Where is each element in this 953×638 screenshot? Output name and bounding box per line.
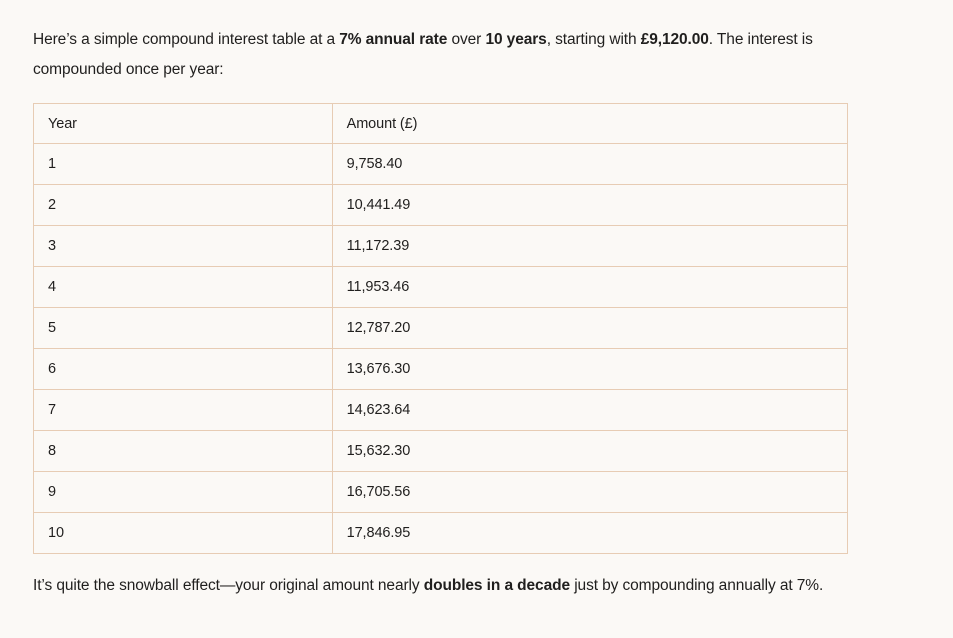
text-run: Here’s a simple compound interest table … (33, 31, 340, 48)
table-row: 3 11,172.39 (33, 225, 849, 267)
year-cell: 6 (33, 348, 333, 390)
intro-paragraph: Here’s a simple compound interest table … (33, 25, 848, 85)
year-cell: 9 (33, 471, 333, 513)
text-run: , starting with (546, 31, 641, 48)
table-header-row: Year Amount (£) (33, 103, 849, 144)
text-run: just by compounding annually at 7%. (570, 577, 824, 594)
year-cell: 3 (33, 225, 333, 267)
amount-cell: 15,632.30 (331, 430, 849, 472)
year-cell: 1 (33, 143, 333, 185)
text-run: over (447, 31, 486, 48)
table-row: 6 13,676.30 (33, 348, 849, 390)
table-row: 7 14,623.64 (33, 389, 849, 431)
text-run-bold: 7% annual rate (339, 31, 448, 48)
year-cell: 5 (33, 307, 333, 349)
table-header-year: Year (33, 103, 333, 144)
compound-interest-table: Year Amount (£) 1 9,758.40 2 10,441.49 3… (33, 103, 849, 554)
table-row: 10 17,846.95 (33, 512, 849, 554)
amount-cell: 12,787.20 (331, 307, 849, 349)
amount-cell: 14,623.64 (331, 389, 849, 431)
table-row: 5 12,787.20 (33, 307, 849, 349)
year-cell: 8 (33, 430, 333, 472)
amount-cell: 11,953.46 (331, 266, 849, 308)
table-row: 9 16,705.56 (33, 471, 849, 513)
table-row: 4 11,953.46 (33, 266, 849, 308)
table-row: 2 10,441.49 (33, 184, 849, 226)
table-row: 1 9,758.40 (33, 143, 849, 185)
response-content: Here’s a simple compound interest table … (33, 25, 849, 601)
outro-paragraph: It’s quite the snowball effect—your orig… (33, 571, 848, 601)
table-header-amount: Amount (£) (331, 103, 849, 144)
amount-cell: 9,758.40 (331, 143, 849, 185)
amount-cell: 17,846.95 (331, 512, 849, 554)
table-row: 8 15,632.30 (33, 430, 849, 472)
amount-cell: 13,676.30 (331, 348, 849, 390)
year-cell: 7 (33, 389, 333, 431)
text-run: . The interest is compounded once per ye… (33, 31, 813, 78)
year-cell: 10 (33, 512, 333, 554)
text-run: It’s quite the snowball effect—your orig… (33, 577, 424, 594)
text-run-bold: doubles in a decade (423, 577, 570, 594)
amount-cell: 10,441.49 (331, 184, 849, 226)
amount-cell: 11,172.39 (331, 225, 849, 267)
text-run-bold: £9,120.00 (640, 31, 709, 48)
year-cell: 2 (33, 184, 333, 226)
year-cell: 4 (33, 266, 333, 308)
text-run-bold: 10 years (485, 31, 547, 48)
amount-cell: 16,705.56 (331, 471, 849, 513)
